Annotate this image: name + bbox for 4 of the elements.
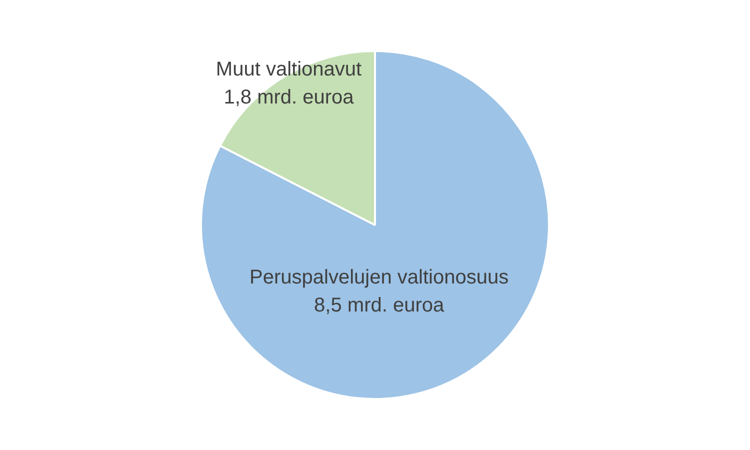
data-label: 8,5 mrd. euroa: [314, 294, 445, 316]
slice-label: Peruspalvelujen valtionosuus: [250, 266, 509, 288]
data-label: 1,8 mrd. euroa: [224, 86, 355, 109]
slice-label: Muut valtionavut: [216, 58, 362, 81]
